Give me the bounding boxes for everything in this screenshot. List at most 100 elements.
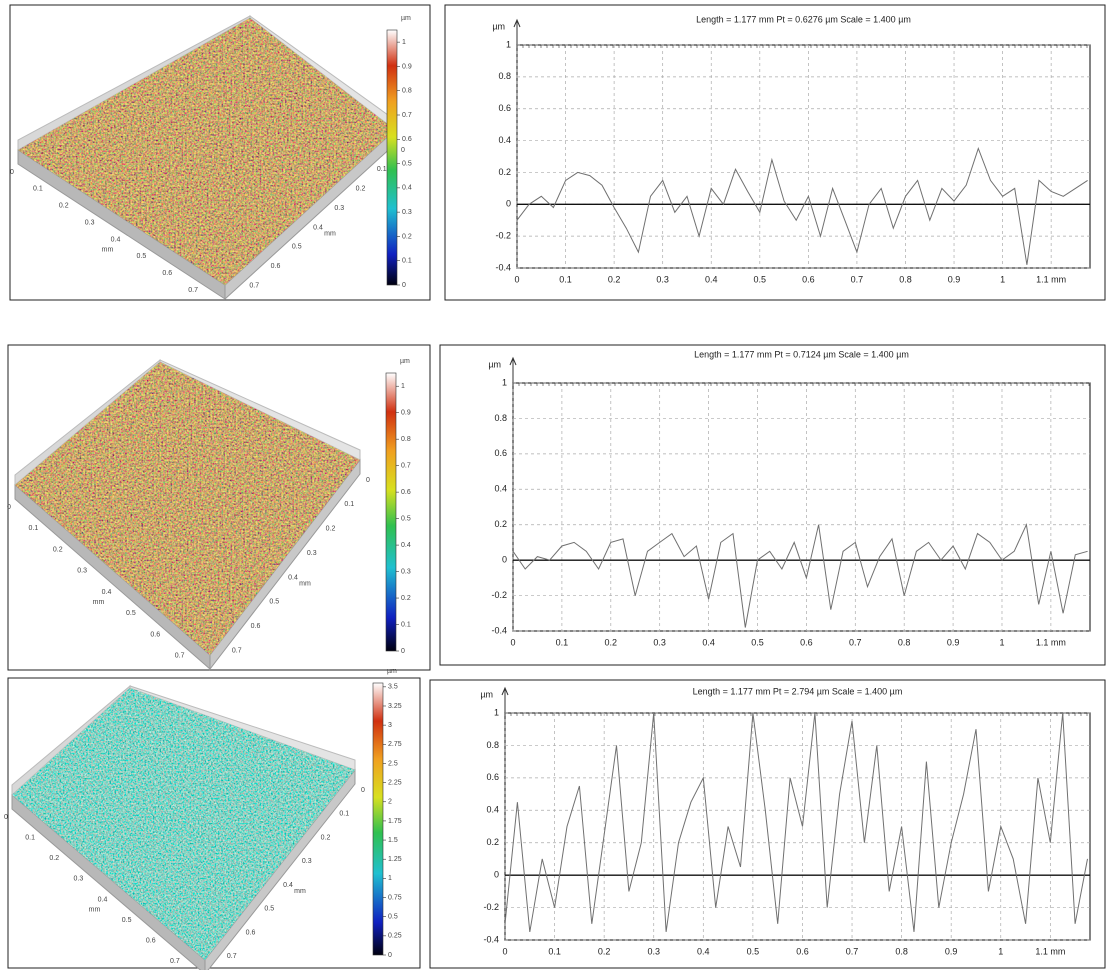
edge-tick-label: 0.5 xyxy=(264,906,274,913)
x-tick-label: 0.4 xyxy=(705,274,718,284)
x-tick-label: 0.7 xyxy=(846,946,859,956)
colorbar-unit: µm xyxy=(387,668,397,675)
colorbar-tick-label: 0.9 xyxy=(401,410,411,417)
profile-line xyxy=(513,522,1088,628)
colorbar-tick-label: 0.1 xyxy=(401,621,411,628)
x-tick-label: 0.7 xyxy=(851,274,864,284)
y-tick-label: 0 xyxy=(506,199,511,209)
y-tick-label: 0.8 xyxy=(498,71,511,81)
edge-label: mm xyxy=(93,599,105,606)
edge-tick-label: 0.3 xyxy=(85,219,95,226)
edge-tick-label: 0.2 xyxy=(326,526,336,533)
x-tick-label: 0.8 xyxy=(895,946,908,956)
edge-tick-label: 0.7 xyxy=(188,287,198,294)
y-tick-label: -0.4 xyxy=(495,262,511,272)
y-tick-label: -0.4 xyxy=(483,934,499,944)
x-tick-label: 0.3 xyxy=(653,637,666,647)
y-unit: µm xyxy=(480,689,493,699)
edge-tick-label: 0.7 xyxy=(227,953,237,960)
colorbar-tick-label: 3 xyxy=(388,722,392,729)
colorbar-tick-label: 0 xyxy=(402,282,406,289)
colorbar-tick-label: 0.4 xyxy=(401,542,411,549)
profile-line xyxy=(517,147,1088,265)
arrow-head xyxy=(501,686,509,696)
x-tick-label: 0.6 xyxy=(802,274,815,284)
colorbar-tick-label: 0.7 xyxy=(402,112,412,119)
x-tick-label: 1 xyxy=(998,946,1003,956)
edge-label: mm xyxy=(299,580,311,587)
arrow-head xyxy=(513,18,521,28)
edge-label: mm xyxy=(294,888,306,895)
panel-frame xyxy=(444,4,1106,301)
colorbar-tick-label: 0.75 xyxy=(388,894,402,901)
x-tick-label: 0.5 xyxy=(754,274,767,284)
edge-tick-label: 0.5 xyxy=(126,610,136,617)
edge-tick-label: 0.3 xyxy=(74,876,84,883)
x-tick-label: 0.4 xyxy=(702,637,715,647)
edge-tick-label: 0.4 xyxy=(98,896,108,903)
edge-tick-label: 0.2 xyxy=(59,203,69,210)
colorbar-tick-label: 2.25 xyxy=(388,779,402,786)
colorbar-tick-label: 1 xyxy=(388,875,392,882)
x-tick-label: 0.5 xyxy=(747,946,760,956)
profile-line xyxy=(505,713,1088,932)
x-tick-label: 0.9 xyxy=(945,946,958,956)
colorbar-unit: µm xyxy=(400,358,410,365)
x-tick-label: 0.9 xyxy=(947,637,960,647)
colorbar-tick-label: 0.3 xyxy=(401,568,411,575)
colorbar-tick-label: 0 xyxy=(388,952,392,959)
colorbar-tick-label: 1 xyxy=(401,383,405,390)
edge-tick-label: 0.4 xyxy=(111,236,121,243)
y-tick-label: -0.2 xyxy=(491,590,507,600)
plot-frame xyxy=(516,44,1091,269)
surface xyxy=(18,18,395,285)
edge-tick-label: 0.6 xyxy=(146,938,156,945)
edge-tick-label: 0.7 xyxy=(249,282,259,289)
edge-tick-label: 0 xyxy=(401,147,405,154)
colorbar-tick-label: 0.5 xyxy=(401,515,411,522)
edge-tick-label: 0.1 xyxy=(25,834,35,841)
edge-tick-label: 0.1 xyxy=(29,525,39,532)
x-tick-label: 0 xyxy=(514,274,519,284)
edge-tick-label: 0 xyxy=(7,504,11,511)
x-tick-label: 0.8 xyxy=(898,637,911,647)
x-tick-label: 0.2 xyxy=(608,274,621,284)
y-tick-label: 0.4 xyxy=(498,135,511,145)
edge-tick-label: 0.2 xyxy=(53,546,63,553)
x-tick-label: 1 xyxy=(999,637,1004,647)
edge-tick-label: 0.2 xyxy=(356,186,366,193)
colorbar-tick-label: 0.2 xyxy=(402,233,412,240)
y-tick-label: 0.6 xyxy=(494,448,507,458)
edge-tick-label: 0.6 xyxy=(162,270,172,277)
edge-label: mm xyxy=(102,246,114,253)
surface xyxy=(12,688,355,960)
x-tick-label: 0.6 xyxy=(796,946,809,956)
colorbar-tick-label: 2.75 xyxy=(388,741,402,748)
edge-tick-label: 0.5 xyxy=(269,599,279,606)
colorbar-tick-label: 0.5 xyxy=(402,160,412,167)
y-tick-label: -0.2 xyxy=(483,902,499,912)
edge-tick-label: 0.1 xyxy=(33,186,43,193)
y-tick-label: 0 xyxy=(494,870,499,880)
colorbar-tick-label: 0.6 xyxy=(402,136,412,143)
y-tick-label: 0.6 xyxy=(498,103,511,113)
x-tick-label: 0.4 xyxy=(697,946,710,956)
x-tick-label: 0.7 xyxy=(849,637,862,647)
colorbar-tick-label: 0.2 xyxy=(401,595,411,602)
y-tick-label: 0.2 xyxy=(498,167,511,177)
edge-tick-label: 0.3 xyxy=(77,568,87,575)
edge-tick-label: 0.4 xyxy=(313,224,323,231)
x-tick-label: 0.6 xyxy=(800,637,813,647)
edge-tick-label: 0.1 xyxy=(339,811,349,818)
colorbar-tick-label: 0.1 xyxy=(402,258,412,265)
edge-tick-label: 0.7 xyxy=(170,958,180,965)
edge-tick-label: 0.4 xyxy=(102,589,112,596)
colorbar-tick-label: 0.6 xyxy=(401,489,411,496)
plot-frame xyxy=(504,712,1091,941)
edge-tick-label: 0.6 xyxy=(246,929,256,936)
edge-label: mm xyxy=(324,230,336,237)
y-tick-label: 0.2 xyxy=(494,519,507,529)
edge-tick-label: 0 xyxy=(366,477,370,484)
colorbar-tick-label: 0.25 xyxy=(388,933,402,940)
panel-frame xyxy=(439,344,1106,666)
